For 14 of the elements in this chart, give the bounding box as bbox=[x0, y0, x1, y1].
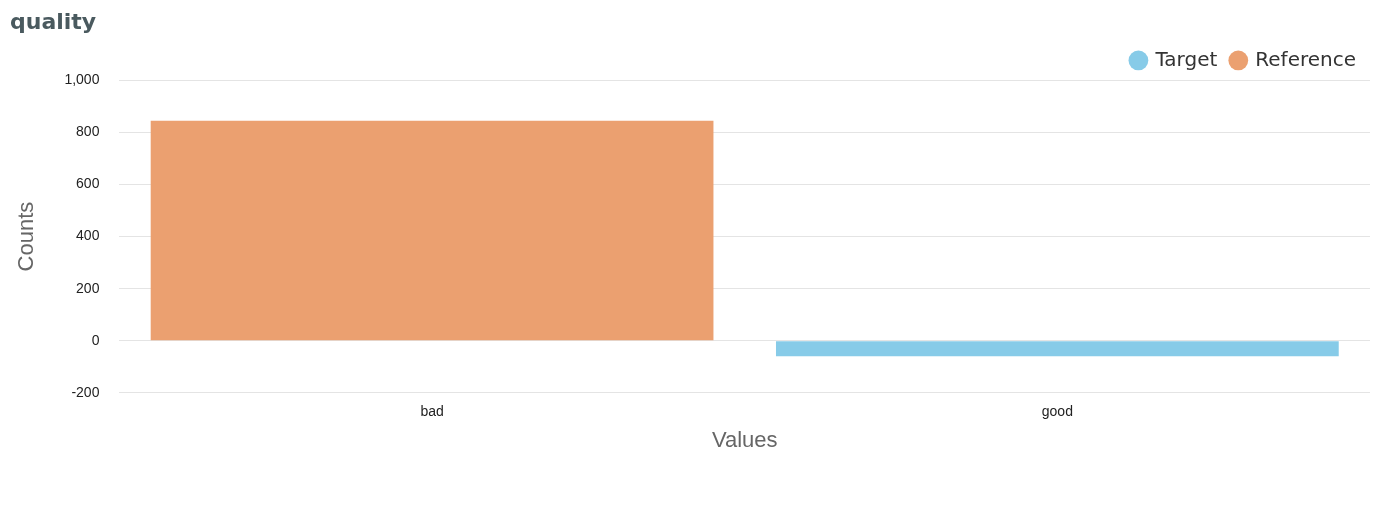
x-tick-label: bad bbox=[420, 403, 444, 420]
y-tick-label: -200 bbox=[71, 383, 100, 400]
y-tick-label: 600 bbox=[76, 175, 100, 192]
chart-title: quality bbox=[10, 8, 97, 34]
x-axis-title: Values bbox=[711, 426, 778, 452]
y-tick-label: 400 bbox=[76, 227, 100, 244]
x-tick-label: good bbox=[1041, 403, 1073, 420]
y-axis-title: Counts bbox=[13, 201, 39, 272]
legend-label: Target bbox=[1154, 46, 1218, 71]
y-tick-label: 1,000 bbox=[64, 71, 100, 88]
y-tick-label: 800 bbox=[76, 123, 100, 140]
y-tick-label: 200 bbox=[76, 279, 100, 296]
legend-label: Reference bbox=[1255, 46, 1357, 71]
y-tick-label: 0 bbox=[91, 331, 100, 348]
